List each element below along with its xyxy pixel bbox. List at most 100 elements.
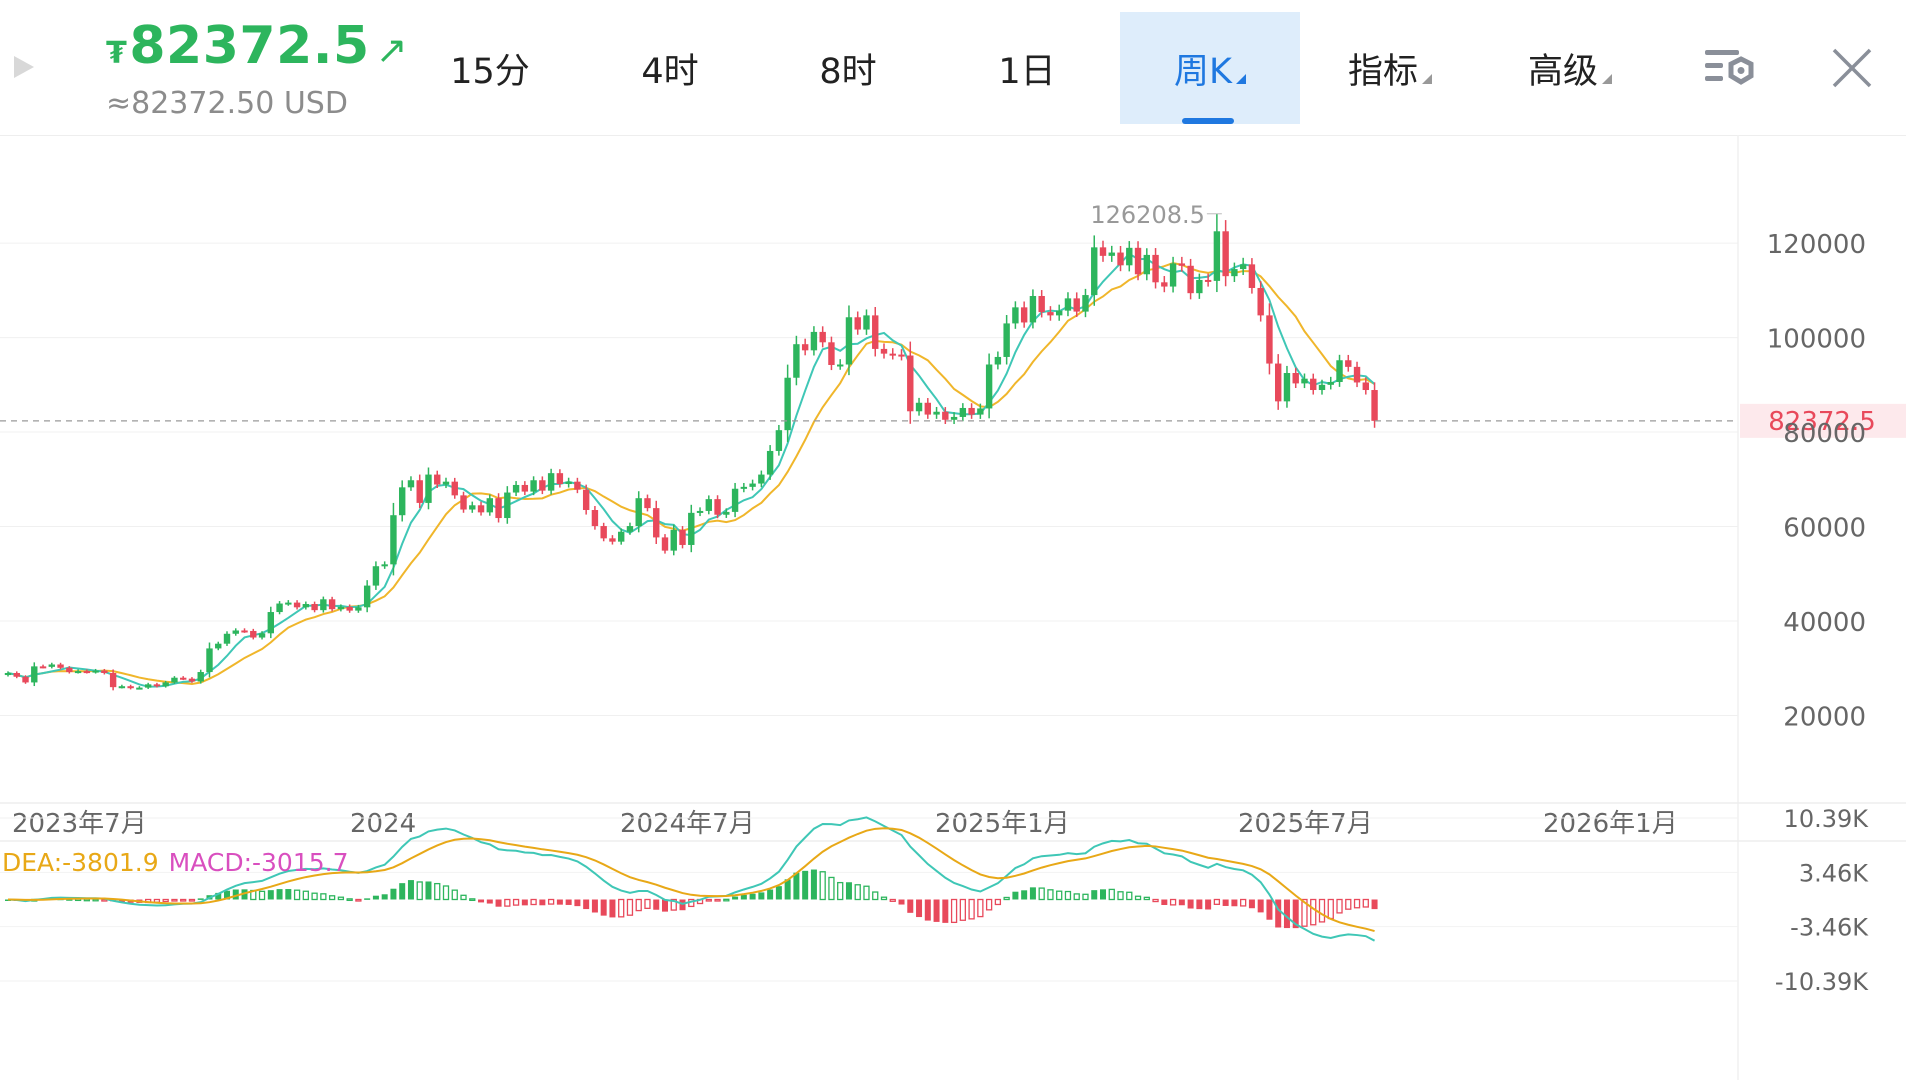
macd-histogram-bar [1064,890,1072,901]
macd-histogram-bar [1205,899,1212,910]
candle [363,580,371,613]
candle-body [144,684,152,688]
macd-histogram-bar [732,896,739,900]
tab-label: 15分 [450,51,530,92]
candle [1047,306,1054,321]
candle [521,481,529,496]
macd-histogram-bar [320,893,327,901]
macd-histogram-bar [784,879,791,900]
candle [863,309,870,335]
candle-body [1248,264,1256,288]
macd-histogram-bar [662,899,668,912]
macd-histogram-bar [749,893,756,900]
candle [565,477,572,488]
candle-body [766,450,774,475]
macd-histogram-bar [670,898,677,911]
tab-weekly[interactable]: 周K [1120,12,1300,124]
macd-histogram-bar [1134,895,1142,901]
price-tick-label: 60000 [1783,514,1866,544]
candle [837,359,844,370]
tab-8h[interactable]: 8时 [778,12,918,124]
candle [968,403,975,419]
last-price-label: 82372.5 [1768,407,1876,437]
candle [434,470,441,489]
macd-histogram-bar [618,898,625,918]
tab-advanced[interactable]: 高级 [1500,12,1640,124]
candle [723,508,730,518]
candle-body [889,353,896,356]
candle [258,631,266,640]
candle [635,491,642,533]
candle [4,671,12,677]
candle-body [907,355,914,412]
play-icon[interactable] [14,56,34,78]
candle [101,668,108,675]
tab-15min[interactable]: 15分 [420,12,560,124]
candle [714,495,721,519]
candle [915,397,923,416]
candle-body [556,473,564,485]
tab-1d[interactable]: 1日 [957,12,1097,124]
macd-histogram-bar [872,891,879,901]
price-tick-label: 100000 [1767,325,1866,355]
kline-chart[interactable]: 126208.5 82372.5 120000 100000 80000 60000 40… [0,135,1906,1080]
candle-body [714,499,721,515]
candle [705,495,712,515]
candle-body [285,602,292,605]
candle-body [1064,298,1072,311]
candle-body [635,498,642,527]
candle [1029,289,1037,329]
candle [495,493,502,523]
close-icon[interactable] [1830,46,1874,90]
macd-histogram-bar [1231,899,1238,907]
macd-histogram-bar [1362,898,1369,908]
candle-body [618,531,625,542]
candle [591,505,599,530]
candle-body [416,480,423,503]
candle-body [328,599,336,610]
candle [994,351,1002,370]
candle-body [48,664,55,667]
currency-symbol: ₮ [106,36,128,71]
tab-4h[interactable]: 4时 [600,12,740,124]
candle [469,501,476,513]
candle-body [1020,307,1028,323]
macd-histogram-bar [898,899,905,905]
candle-body [915,402,923,412]
candle-body [950,416,958,420]
macd-histogram-bar [1336,898,1343,914]
candle-body [1318,384,1326,391]
candle [1318,379,1326,395]
macd-histogram-bar [837,881,844,901]
macd-histogram-bar [337,896,345,901]
chart-settings-icon[interactable] [1703,46,1759,90]
candle [653,500,660,544]
macd-histogram-bar [950,898,958,924]
macd-histogram-bar [1275,899,1282,928]
candle-body [723,511,730,515]
candle-body [1178,263,1186,266]
candle [442,477,450,489]
candle [661,534,669,554]
candle [1003,315,1010,365]
candle [477,501,485,516]
macd-histogram-bar [635,898,642,912]
candle [556,469,564,488]
tab-indicators[interactable]: 指标 [1320,12,1460,124]
candle-body [4,672,12,676]
candle-body [731,488,739,512]
candle [320,596,327,613]
candle-body [127,686,134,689]
candle-body [74,671,82,674]
price-value: 82372.5 [129,16,370,76]
price-tick-label: 20000 [1783,703,1866,733]
candle [74,669,82,674]
dif-line [7,816,1376,942]
candle [328,596,336,612]
macd-histogram-bar [460,894,467,901]
candle-body [574,481,581,490]
candle-body [399,487,406,516]
macd-histogram-bar [232,889,239,900]
candle [1056,304,1063,321]
macd-histogram-bar [188,898,196,902]
